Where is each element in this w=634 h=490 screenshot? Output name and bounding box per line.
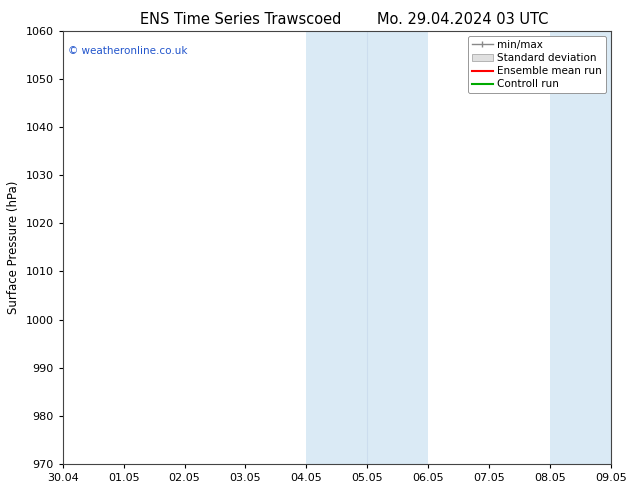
Legend: min/max, Standard deviation, Ensemble mean run, Controll run: min/max, Standard deviation, Ensemble me… <box>468 36 606 94</box>
Bar <box>550 30 634 464</box>
Text: © weatheronline.co.uk: © weatheronline.co.uk <box>68 46 188 56</box>
Text: Mo. 29.04.2024 03 UTC: Mo. 29.04.2024 03 UTC <box>377 12 548 27</box>
Text: ENS Time Series Trawscoed: ENS Time Series Trawscoed <box>140 12 342 27</box>
Y-axis label: Surface Pressure (hPa): Surface Pressure (hPa) <box>7 181 20 314</box>
Bar <box>306 30 429 464</box>
